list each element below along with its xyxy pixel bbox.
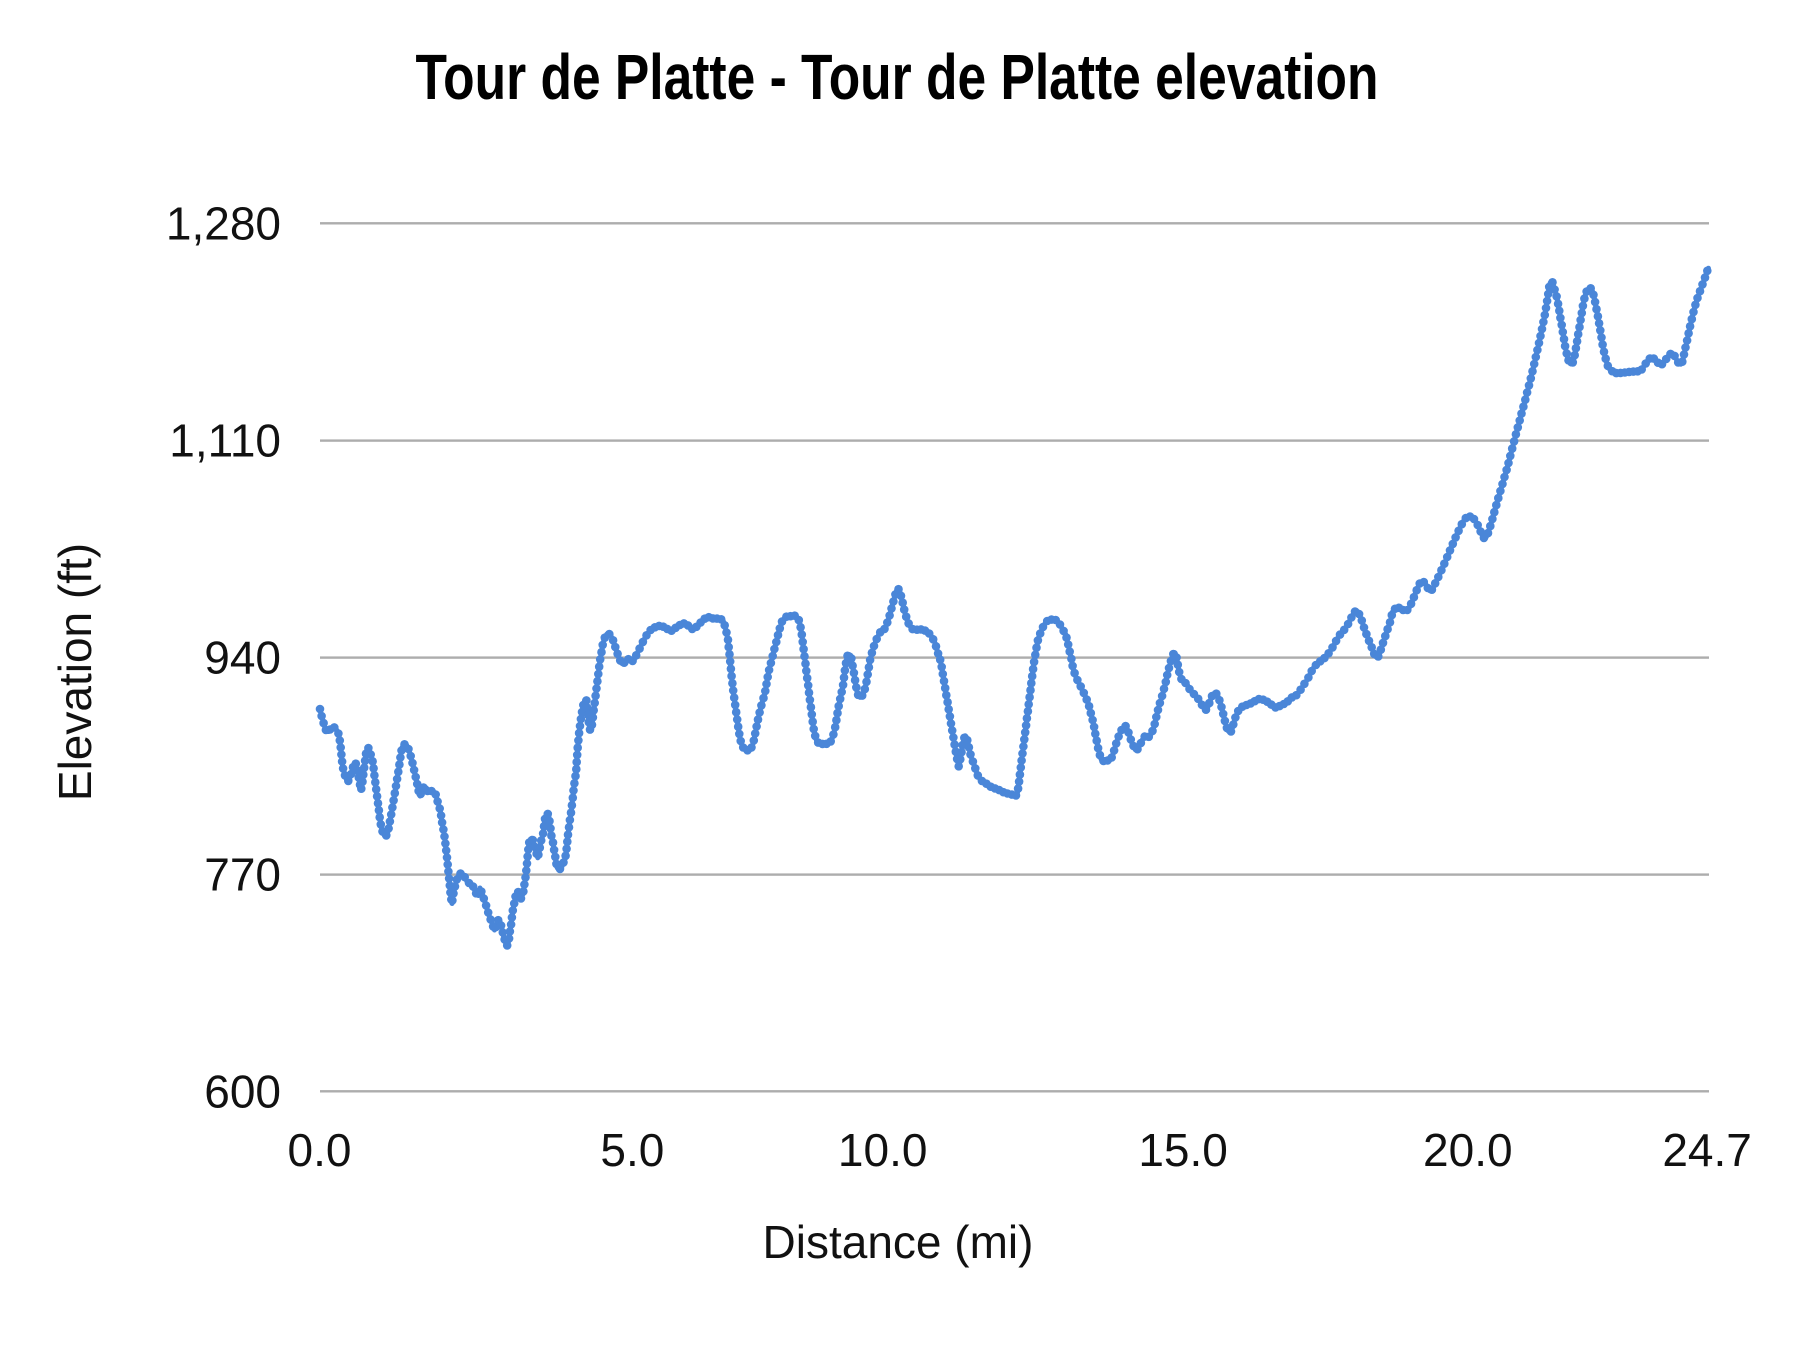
svg-text:24.7: 24.7 — [1662, 1124, 1752, 1176]
svg-text:20.0: 20.0 — [1423, 1124, 1513, 1176]
svg-text:0.0: 0.0 — [288, 1124, 352, 1176]
svg-text:600: 600 — [204, 1065, 281, 1117]
svg-text:1,280: 1,280 — [166, 197, 281, 249]
svg-text:Tour de Platte - Tour de Platt: Tour de Platte - Tour de Platte elevatio… — [416, 41, 1379, 113]
svg-text:10.0: 10.0 — [838, 1124, 928, 1176]
svg-text:940: 940 — [204, 632, 281, 684]
svg-text:Elevation (ft): Elevation (ft) — [49, 543, 101, 801]
svg-text:15.0: 15.0 — [1138, 1124, 1228, 1176]
svg-text:770: 770 — [204, 849, 281, 901]
svg-text:1,110: 1,110 — [169, 415, 281, 467]
svg-text:5.0: 5.0 — [600, 1124, 664, 1176]
svg-text:Distance (mi): Distance (mi) — [763, 1216, 1034, 1268]
